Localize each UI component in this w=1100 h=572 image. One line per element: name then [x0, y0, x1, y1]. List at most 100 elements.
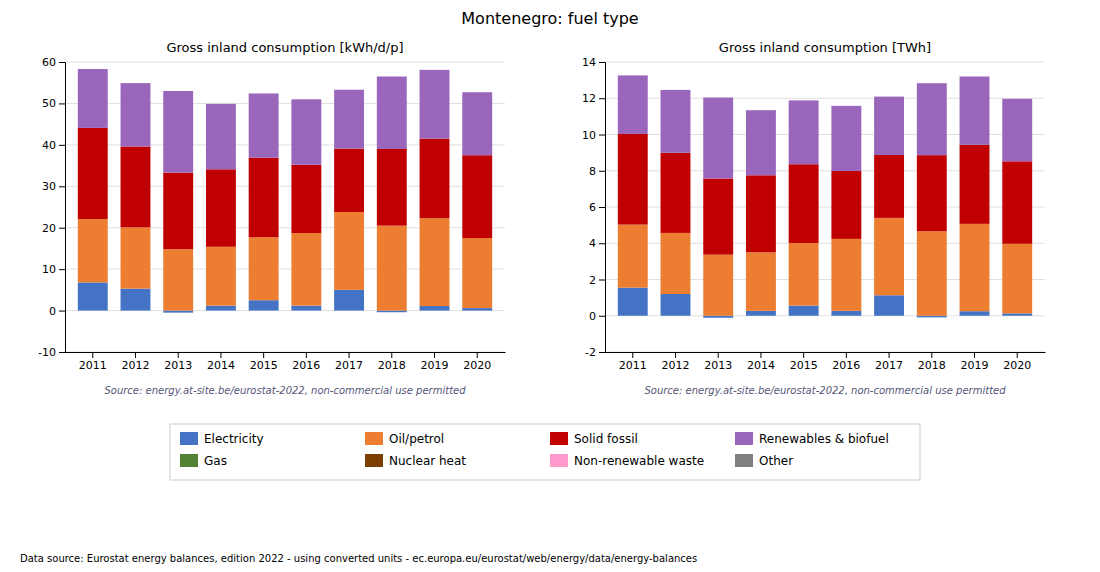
bar: Electricity — [377, 311, 407, 313]
bar: Nuclear heat — [291, 310, 321, 311]
x-tick: 2020 — [1003, 352, 1031, 372]
x-tick-label: 2019 — [421, 359, 449, 372]
y-tick-mark — [599, 171, 605, 172]
x-tick-label: 2016 — [832, 359, 860, 372]
x-tick: 2017 — [875, 352, 903, 372]
bar: Electricity — [206, 306, 236, 311]
bar: Oil/petrol — [334, 212, 364, 290]
bar: Solid fossil — [377, 149, 407, 226]
x-tick: 2018 — [378, 352, 406, 372]
bar: Oil/petrol — [206, 247, 236, 306]
x-tick-label: 2013 — [704, 359, 732, 372]
legend-swatch — [550, 454, 568, 467]
y-axis-line — [59, 63, 66, 353]
bar: Non-renewable waste — [917, 315, 947, 316]
y-tick-mark — [599, 135, 605, 136]
bar: Nuclear heat — [917, 315, 947, 316]
x-tick: 2019 — [961, 352, 989, 372]
bar: Renewables & biofuel — [618, 75, 648, 134]
bar: Renewables & biofuel — [78, 69, 108, 128]
series: Renewables & biofuel Renewables & biofuel… — [618, 75, 1032, 178]
x-tick-mark — [263, 352, 264, 358]
bar: Solid fossil — [874, 155, 904, 218]
bar: Oil/petrol — [789, 243, 819, 306]
bar: Gas — [703, 315, 733, 316]
bar: Solid fossil — [1002, 161, 1032, 243]
bar: Electricity — [789, 306, 819, 316]
x-tick-label: 2012 — [121, 359, 149, 372]
y-tick-mark — [599, 207, 605, 208]
bar: Nuclear heat — [831, 315, 861, 316]
bar: Other — [291, 310, 321, 311]
bar: Renewables & biofuel — [163, 91, 193, 173]
x-tick: 2016 — [292, 352, 320, 372]
x-tick-mark — [931, 352, 932, 358]
bar: Nuclear heat — [249, 310, 279, 311]
bar: Other — [377, 310, 407, 311]
legend-swatch — [365, 432, 383, 445]
bar: Other — [334, 310, 364, 311]
bar: Solid fossil — [206, 169, 236, 246]
bar: Oil/petrol — [462, 238, 492, 308]
bar: Electricity — [703, 316, 733, 318]
y-tick-label: 8 — [589, 165, 596, 178]
y-tick-mark — [59, 228, 65, 229]
bar: Non-renewable waste — [661, 315, 691, 316]
bar: Solid fossil — [121, 147, 151, 228]
x-tick-mark — [889, 352, 890, 358]
y-tick-label: 14 — [582, 56, 596, 69]
bar: Renewables & biofuel — [703, 98, 733, 179]
y-tick: 14 — [582, 56, 605, 69]
bar: Non-renewable waste — [78, 310, 108, 311]
x-tick-label: 2020 — [1003, 359, 1031, 372]
bar: Nuclear heat — [746, 315, 776, 316]
y-tick: 10 — [582, 129, 605, 142]
bar: Solid fossil — [420, 139, 450, 219]
bar: Solid fossil — [789, 164, 819, 243]
y-tick-label: 50 — [42, 97, 56, 110]
panel: ElectricityElectricityElectricityElectri… — [582, 40, 1046, 396]
bar: Gas — [1002, 315, 1032, 316]
bar: Oil/petrol — [1002, 244, 1032, 314]
grid-line — [605, 352, 1045, 353]
legend-label: Gas — [204, 454, 227, 468]
grid-line — [65, 62, 505, 63]
bar: Nuclear heat — [420, 310, 450, 311]
bar: Gas — [618, 315, 648, 316]
bar: Nuclear heat — [206, 310, 236, 311]
bar: Electricity — [163, 311, 193, 313]
bar: Oil/petrol — [377, 226, 407, 311]
x-tick-mark — [974, 352, 975, 358]
bar: Nuclear heat — [618, 315, 648, 316]
x-tick: 2012 — [661, 352, 689, 372]
y-tick-mark — [59, 311, 65, 312]
bar: Gas — [206, 310, 236, 311]
legend-entry: Other — [735, 454, 793, 468]
x-tick-label: 2018 — [378, 359, 406, 372]
x-tick: 2011 — [79, 352, 107, 372]
bar: Solid fossil — [917, 155, 947, 231]
y-tick-label: 6 — [589, 201, 596, 214]
bar: Non-renewable waste — [163, 310, 193, 311]
x-tick: 2014 — [207, 352, 235, 372]
bar: Other — [874, 315, 904, 316]
y-tick-label: 60 — [42, 56, 56, 69]
bar: Oil/petrol — [420, 218, 450, 306]
bar: Renewables & biofuel — [831, 106, 861, 171]
x-tick: 2019 — [421, 352, 449, 372]
x-tick-mark — [178, 352, 179, 358]
bar: Non-renewable waste — [960, 315, 990, 316]
y-tick-mark — [59, 352, 65, 353]
bar: Other — [121, 310, 151, 311]
series: Renewables & biofuel Renewables & biofuel… — [78, 69, 492, 173]
y-tick: 50 — [42, 97, 65, 110]
bar: Renewables & biofuel — [874, 97, 904, 155]
x-tick: 2015 — [250, 352, 278, 372]
bar: Solid fossil — [618, 134, 648, 225]
bar: Solid fossil — [291, 165, 321, 233]
bar: Electricity — [462, 308, 492, 310]
x-tick-label: 2012 — [661, 359, 689, 372]
bar: Gas — [163, 310, 193, 311]
bar: Gas — [789, 315, 819, 316]
bar: Electricity — [618, 288, 648, 316]
